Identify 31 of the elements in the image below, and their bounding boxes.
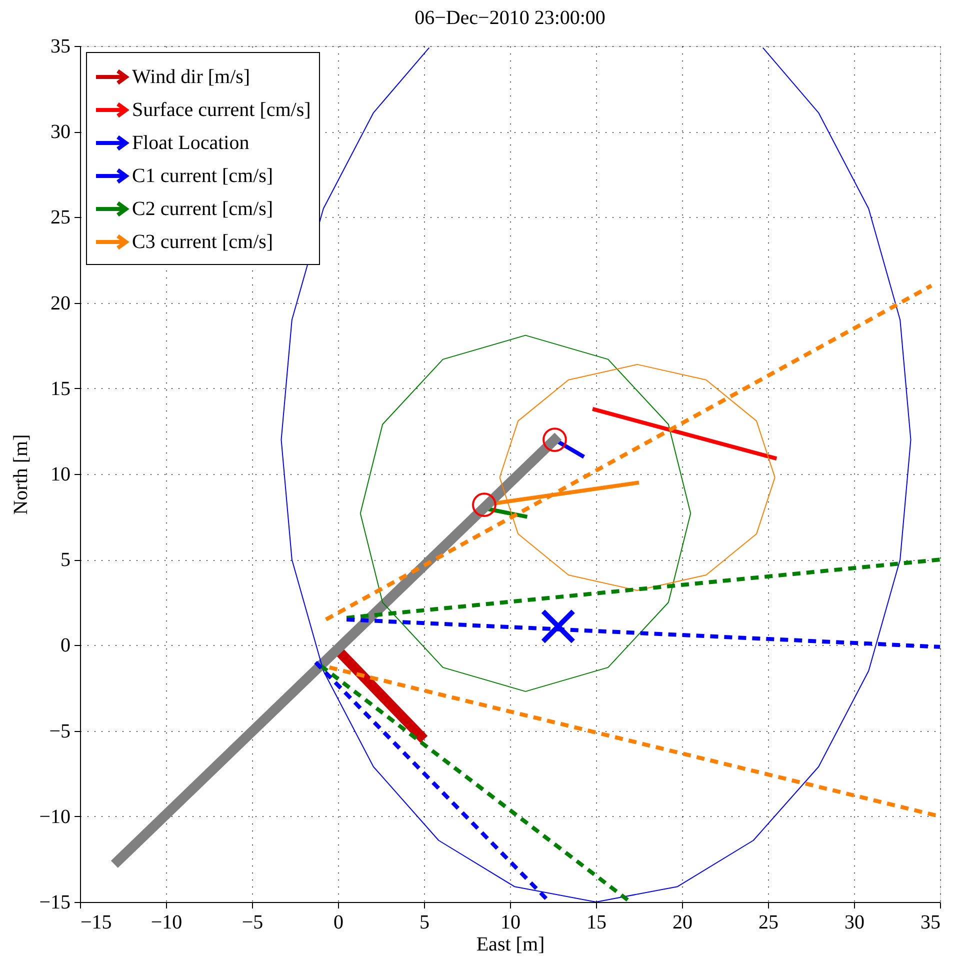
y-tick-label: 35 — [50, 36, 70, 58]
chart-title: 06−Dec−2010 23:00:00 — [414, 7, 606, 29]
x-tick-label: 30 — [844, 912, 864, 934]
legend-label: Wind dir [m/s] — [132, 66, 250, 88]
x-tick-label: 20 — [672, 912, 692, 934]
legend-label: C3 current [cm/s] — [132, 231, 274, 253]
y-tick-label: 0 — [60, 634, 70, 657]
x-tick-label: 0 — [334, 912, 344, 934]
legend-label: Surface current [cm/s] — [132, 99, 311, 121]
x-tick-label: 35 — [920, 912, 940, 934]
y-tick-label: 25 — [50, 206, 70, 229]
y-tick-label: 20 — [50, 292, 70, 314]
y-tick-label: −15 — [39, 892, 70, 914]
y-tick-label: −5 — [49, 720, 70, 742]
y-tick-label: 30 — [50, 121, 70, 144]
x-tick-label: 25 — [758, 912, 778, 934]
x-tick-label: 5 — [420, 912, 430, 934]
y-tick-label: 15 — [50, 378, 70, 400]
y-tick-label: −10 — [39, 806, 70, 828]
x-tick-label: 15 — [586, 912, 606, 934]
y-axis-title: North [m] — [10, 434, 32, 515]
legend-label: C2 current [cm/s] — [132, 198, 274, 220]
x-tick-label: 10 — [500, 912, 520, 934]
y-tick-label: 5 — [60, 549, 70, 572]
x-tick-label: −5 — [242, 912, 264, 934]
x-tick-label: −10 — [150, 912, 182, 934]
legend-label: C1 current [cm/s] — [132, 165, 274, 187]
legend-label: Float Location — [132, 132, 250, 154]
y-tick-label: 10 — [50, 464, 70, 486]
x-tick-label: −15 — [80, 912, 112, 934]
x-axis-title: East [m] — [476, 934, 545, 956]
